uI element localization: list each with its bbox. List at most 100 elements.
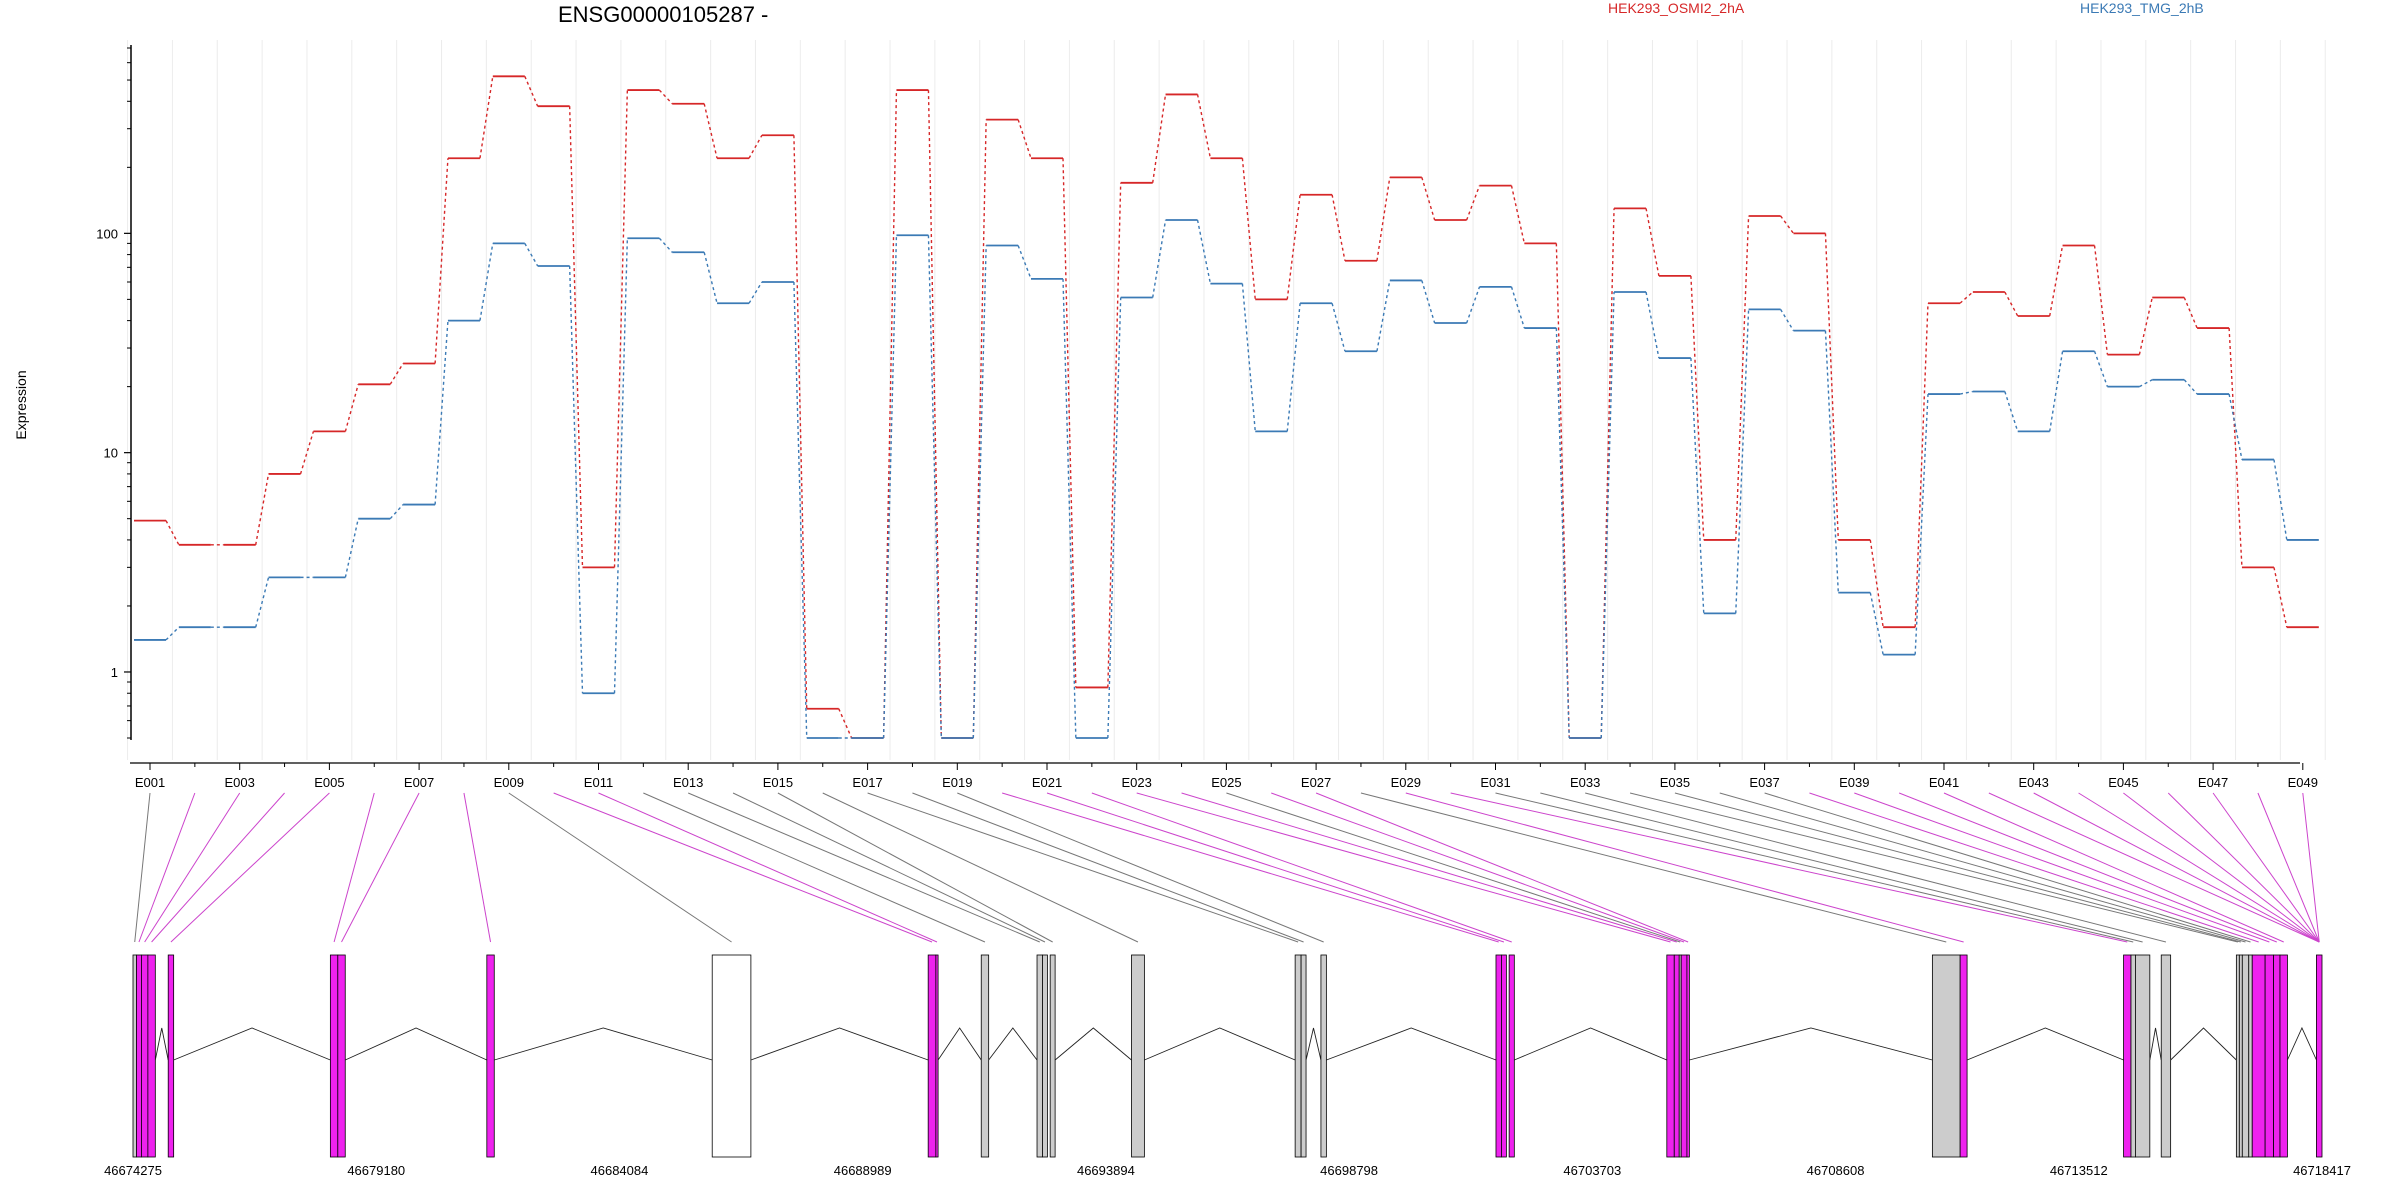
series-connector <box>1421 177 1436 221</box>
x-tick-label: E013 <box>673 775 703 790</box>
exon-connector <box>1540 792 2143 943</box>
x-tick-label: E023 <box>1122 775 1152 790</box>
exon-connector <box>1495 792 2134 943</box>
series-connector <box>1735 309 1750 614</box>
exon-connector <box>1809 792 2259 943</box>
legend-series-1: HEK293_OSMI2_2hA <box>1608 0 1745 16</box>
exon-block <box>1680 954 1688 1158</box>
exon-connector <box>1629 792 2238 943</box>
exon-block <box>1495 954 1502 1158</box>
exon-block <box>486 954 495 1158</box>
x-tick-label: E015 <box>763 775 793 790</box>
exon-block <box>2160 954 2172 1158</box>
x-tick-label: E025 <box>1211 775 1241 790</box>
series-connector <box>748 281 763 304</box>
series-connector <box>838 708 853 739</box>
exon-block <box>1049 954 1056 1158</box>
intron-line <box>937 1027 982 1061</box>
intron-line <box>1305 1027 1322 1061</box>
genome-coordinate-label: 46713512 <box>2050 1163 2108 1178</box>
exon-connector <box>333 792 375 943</box>
exon-connector <box>957 792 1324 943</box>
exon-connector <box>1943 792 2284 943</box>
exon-connector <box>1315 792 1689 943</box>
series-connector <box>344 518 359 578</box>
exon-block <box>2248 954 2253 1158</box>
exon-block <box>1686 954 1690 1158</box>
intron-line <box>1326 1027 1497 1061</box>
x-tick-label: E039 <box>1839 775 1869 790</box>
y-axis-label: Expression <box>13 370 29 439</box>
series-connector <box>255 473 270 545</box>
exon-connector <box>1091 792 1512 943</box>
exon-block <box>141 954 149 1158</box>
series-connector <box>389 363 404 385</box>
exon-connector <box>822 792 1139 943</box>
genome-coordinate-label: 46688989 <box>834 1163 892 1178</box>
intron-line <box>173 1027 331 1061</box>
exon-block <box>980 954 990 1158</box>
exon-block <box>935 954 939 1158</box>
series-connector <box>344 384 359 432</box>
exon-connectors <box>134 792 2320 943</box>
x-tick-label: E029 <box>1391 775 1421 790</box>
grid-lines <box>127 40 2326 760</box>
series-connector <box>2093 245 2109 355</box>
series-connector <box>703 252 718 304</box>
exon-block <box>2279 954 2288 1158</box>
exon-connector <box>151 792 285 943</box>
exon-block <box>2130 954 2136 1158</box>
series-connector <box>434 320 449 505</box>
series-connector <box>1196 94 1212 159</box>
legend-series-2: HEK293_TMG_2hB <box>2080 0 2204 16</box>
exon-connector <box>867 792 1299 943</box>
exon-connector <box>598 792 938 943</box>
exon-block <box>2316 954 2323 1158</box>
series-connector <box>568 265 584 694</box>
series-connector <box>2138 297 2153 355</box>
intron-line <box>2149 1027 2162 1061</box>
series-connector <box>1465 286 1481 324</box>
axes: 1 10 100 E001 E003 E005 E007 E009 E011 E013 E015 E0… <box>96 45 2318 790</box>
series-connector <box>479 76 494 159</box>
x-tick-label: E035 <box>1660 775 1690 790</box>
exon-block <box>329 954 339 1158</box>
genome-coordinate-label: 46703703 <box>1563 1163 1621 1178</box>
intron-line <box>494 1027 713 1061</box>
x-tick-label: E007 <box>404 775 434 790</box>
series-connector <box>1555 328 1570 739</box>
chart-title: ENSG00000105287 - <box>558 2 768 27</box>
series-connector <box>1107 297 1122 739</box>
exon-connector <box>1585 792 2167 943</box>
intron-line <box>1144 1027 1296 1061</box>
exon-block <box>1666 954 1675 1158</box>
intron-line <box>988 1027 1038 1061</box>
series-connector <box>1152 94 1167 183</box>
series-connector <box>1062 278 1077 739</box>
exon-connector <box>138 792 196 943</box>
x-tick-label: E043 <box>2019 775 2049 790</box>
y-tick-label: 1 <box>111 665 118 680</box>
exon-block <box>1131 954 1145 1158</box>
series-connector <box>1017 119 1032 159</box>
exon-block <box>1294 954 1302 1158</box>
exon-block <box>1959 954 1968 1158</box>
exon-connector <box>1002 792 1499 943</box>
series-connector <box>1331 194 1346 261</box>
series-connector <box>1914 303 1929 628</box>
series-connector <box>613 90 629 568</box>
genome-coordinate-label: 46708608 <box>1807 1163 1865 1178</box>
series-connector <box>1780 215 1795 234</box>
series-connector <box>1241 283 1256 432</box>
exon-block <box>147 954 156 1158</box>
exon-connector <box>1854 792 2270 943</box>
series-connector <box>1869 539 1884 628</box>
series-connector <box>1196 219 1212 284</box>
intron-line <box>154 1027 169 1061</box>
exon-block <box>167 954 175 1158</box>
genome-coordinate-label: 46684084 <box>591 1163 649 1178</box>
exon-connector <box>1181 792 1677 943</box>
exon-connector <box>643 792 986 943</box>
exon-connector <box>1450 792 2128 943</box>
